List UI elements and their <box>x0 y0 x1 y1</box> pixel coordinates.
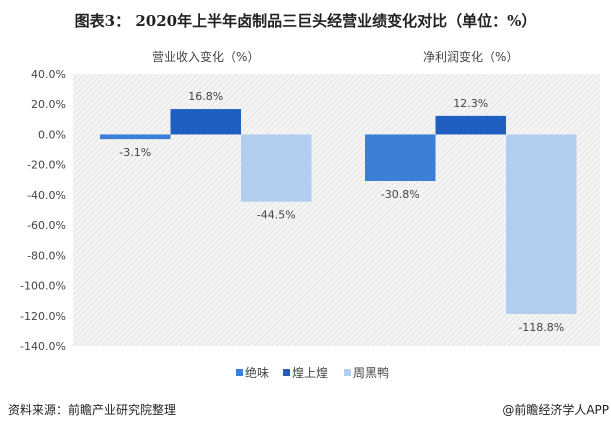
bar-煌上煌 <box>435 115 506 135</box>
data-label: -3.1% <box>119 146 151 159</box>
data-label: -44.5% <box>257 209 296 222</box>
bar-绝味 <box>365 134 436 181</box>
y-tick-label: -80.0% <box>27 249 66 262</box>
legend-label: 周黑鸭 <box>353 366 389 380</box>
source-note: 资料来源：前瞻产业研究院整理 <box>8 403 177 417</box>
credit-note: @前瞻经济学人APP <box>502 403 609 417</box>
data-label: 16.8% <box>188 90 223 103</box>
bar-周黑鸭 <box>241 134 312 202</box>
bar-煌上煌 <box>170 109 241 135</box>
y-tick-label: -120.0% <box>20 310 66 323</box>
y-tick-label: 40.0% <box>31 68 66 81</box>
data-label: 12.3% <box>453 97 488 110</box>
category-label: 净利润变化（%） <box>423 49 518 64</box>
legend-swatch-绝味 <box>236 369 243 376</box>
y-tick-label: -40.0% <box>27 189 66 202</box>
y-tick-label: -140.0% <box>20 340 66 353</box>
legend-swatch-周黑鸭 <box>344 369 351 376</box>
y-tick-label: 0.0% <box>38 128 66 141</box>
bar-周黑鸭 <box>506 134 577 314</box>
y-tick-label: -60.0% <box>27 219 66 232</box>
y-tick-label: 20.0% <box>31 98 66 111</box>
bar-绝味 <box>100 134 171 140</box>
bar-chart: 40.0% 20.0% 0.0% -20.0% -40.0% -60.0% -80.0% -1… <box>20 49 600 380</box>
y-tick-label: -100.0% <box>20 280 66 293</box>
legend-label: 煌上煌 <box>292 366 328 380</box>
legend-label: 绝味 <box>245 365 269 380</box>
y-tick-label: -20.0% <box>27 159 66 172</box>
data-label: -118.8% <box>518 321 564 334</box>
category-label: 营业收入变化（%） <box>152 49 259 64</box>
legend-swatch-煌上煌 <box>283 369 290 376</box>
data-label: -30.8% <box>381 188 420 201</box>
chart-title: 图表3： 2020年上半年卤制品三巨头经营业绩变化对比（单位：%） <box>74 12 537 30</box>
